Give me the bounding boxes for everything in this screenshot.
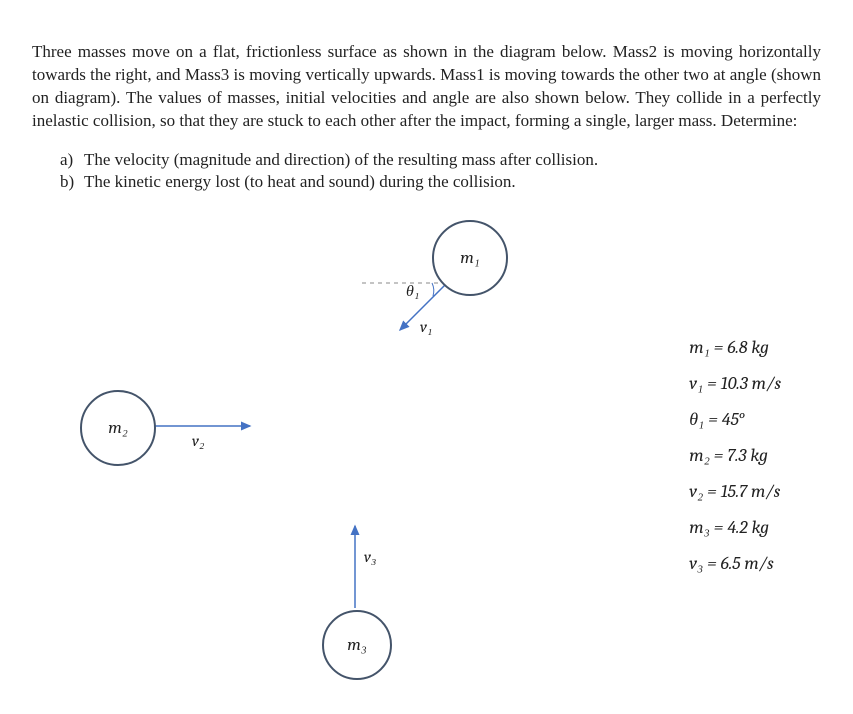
value-m2: m₂ = 7.3 kg: [689, 438, 781, 474]
value-v3: v₃ = 6.5 m/s: [689, 546, 781, 582]
v3-label: v₃: [364, 548, 376, 567]
question-b-marker: b): [60, 172, 84, 192]
theta-label: θ₁: [406, 282, 419, 301]
mass-1-circle: m₁: [432, 220, 508, 296]
given-values: m₁ = 6.8 kg v₁ = 10.3 m/s θ₁ = 45° m₂ = …: [689, 330, 781, 582]
mass-2-circle: m₂: [80, 390, 156, 466]
question-b: b) The kinetic energy lost (to heat and …: [60, 172, 821, 192]
v1-label: v₁: [420, 318, 432, 337]
mass-3-label: m₃: [347, 635, 367, 655]
mass-2-label: m₂: [108, 418, 128, 438]
mass-1-label: m₁: [460, 248, 480, 268]
question-a-marker: a): [60, 150, 84, 170]
problem-statement: Three masses move on a flat, frictionles…: [32, 41, 821, 133]
question-list: a) The velocity (magnitude and direction…: [60, 150, 821, 192]
value-m3: m₃ = 4.2 kg: [689, 510, 781, 546]
value-m1: m₁ = 6.8 kg: [689, 330, 781, 366]
question-b-text: The kinetic energy lost (to heat and sou…: [84, 172, 516, 192]
value-theta1: θ₁ = 45°: [689, 402, 781, 438]
question-a: a) The velocity (magnitude and direction…: [60, 150, 821, 170]
angle-arc: [432, 283, 434, 296]
diagram: m₁ m₂ m₃ v₁ v₂ v₃ θ₁ m₁ = 6.8 kg v₁ = 10…: [32, 210, 821, 690]
mass-3-circle: m₃: [322, 610, 392, 680]
value-v1: v₁ = 10.3 m/s: [689, 366, 781, 402]
question-a-text: The velocity (magnitude and direction) o…: [84, 150, 598, 170]
value-v2: v₂ = 15.7 m/s: [689, 474, 781, 510]
v2-label: v₂: [192, 432, 204, 451]
